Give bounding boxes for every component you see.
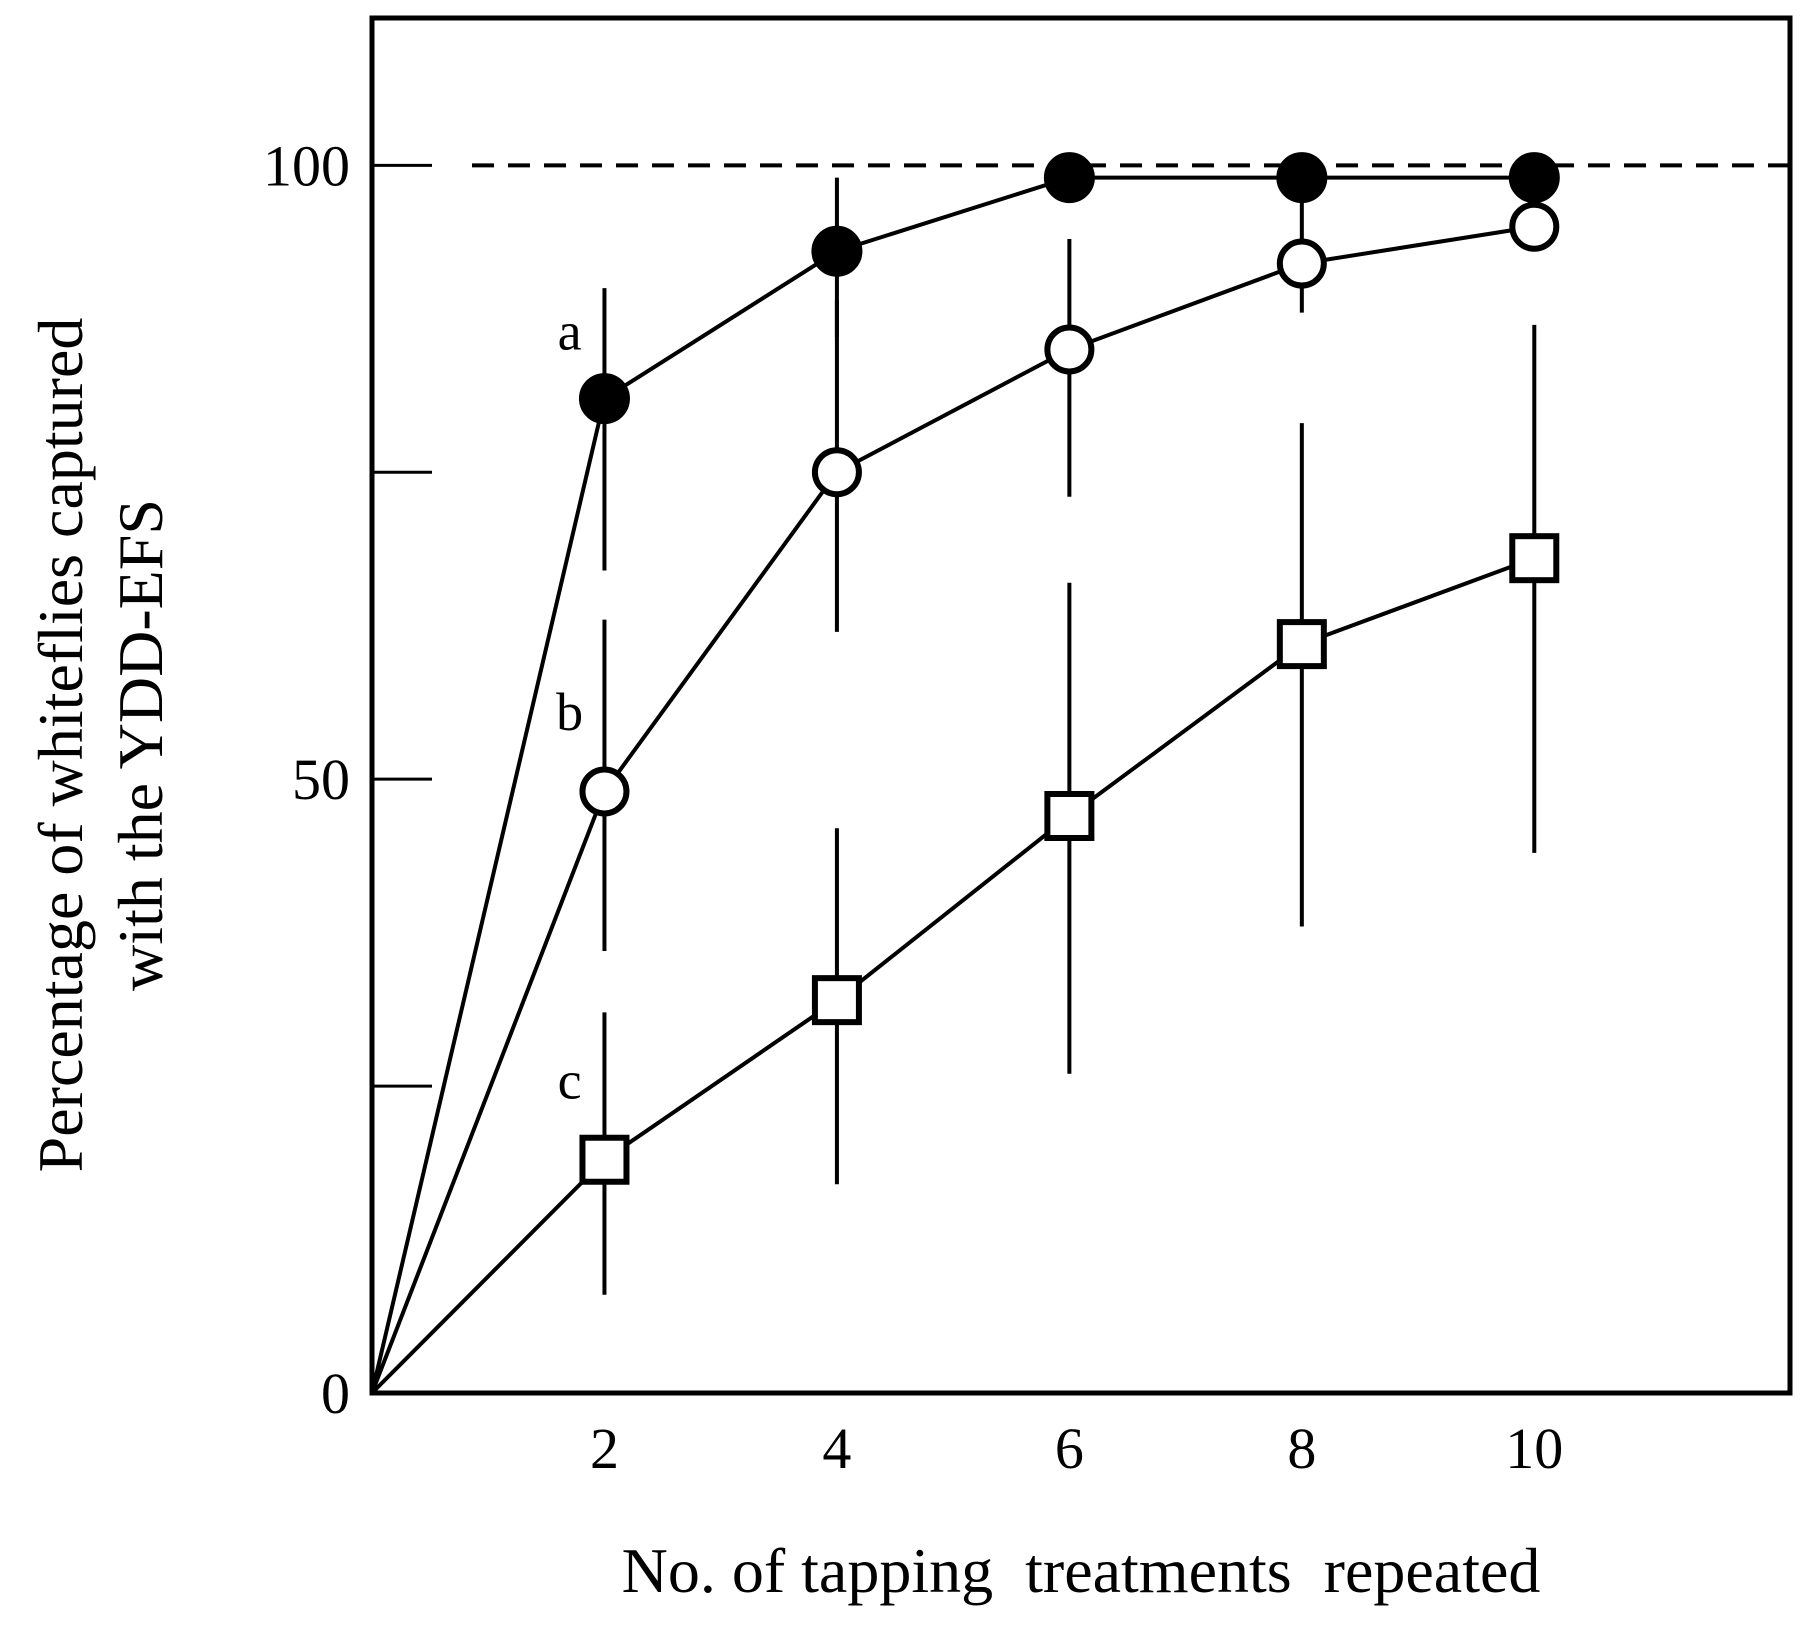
- marker-b-8: [1276, 238, 1327, 289]
- marker-a-10: [1508, 152, 1560, 204]
- x-tick-label-6: 6: [1055, 1416, 1084, 1481]
- marker-c-10: [1509, 533, 1560, 584]
- marker-b-10: [1509, 201, 1560, 252]
- marker-a-4: [811, 225, 863, 277]
- y-tick-label-50: 50: [292, 747, 350, 812]
- y-tick-label-100: 100: [263, 133, 350, 198]
- series-line-a: [370, 175, 1535, 1394]
- series-label-c: c: [558, 1050, 582, 1110]
- marker-a-6: [1043, 152, 1095, 204]
- x-tick-label-2: 2: [590, 1416, 619, 1481]
- marker-a-8: [1276, 152, 1328, 204]
- series-label-b: b: [556, 682, 583, 742]
- y-tick-label-0: 0: [321, 1361, 350, 1426]
- x-tick-label-10: 10: [1505, 1416, 1563, 1481]
- plot-frame: [369, 15, 1793, 1396]
- marker-a-2: [578, 373, 630, 425]
- marker-c-4: [811, 975, 862, 1026]
- x-axis: 2 4 6 8 10: [590, 1416, 1563, 1481]
- series-line-b: [370, 224, 1535, 1394]
- series-label-a: a: [558, 301, 582, 361]
- marker-c-6: [1044, 790, 1095, 841]
- marker-b-6: [1044, 324, 1095, 375]
- data-markers: [578, 152, 1560, 1185]
- y-axis-title-line2: with the YDD-EFS: [105, 499, 176, 991]
- y-axis-title-line1: Percentage of whiteflies captured: [25, 318, 96, 1173]
- x-tick-label-4: 4: [822, 1416, 851, 1481]
- x-tick-label-8: 8: [1287, 1416, 1316, 1481]
- marker-b-4: [811, 447, 862, 498]
- marker-c-8: [1276, 619, 1327, 670]
- series-lines: [370, 175, 1535, 1395]
- y-axis: 0 50 100: [263, 133, 432, 1426]
- marker-b-2: [579, 766, 630, 817]
- marker-c-2: [579, 1134, 630, 1185]
- x-axis-title: No. of tapping treatments repeated: [622, 1535, 1541, 1606]
- series-line-c: [370, 556, 1535, 1395]
- series-labels: a b c: [556, 301, 583, 1110]
